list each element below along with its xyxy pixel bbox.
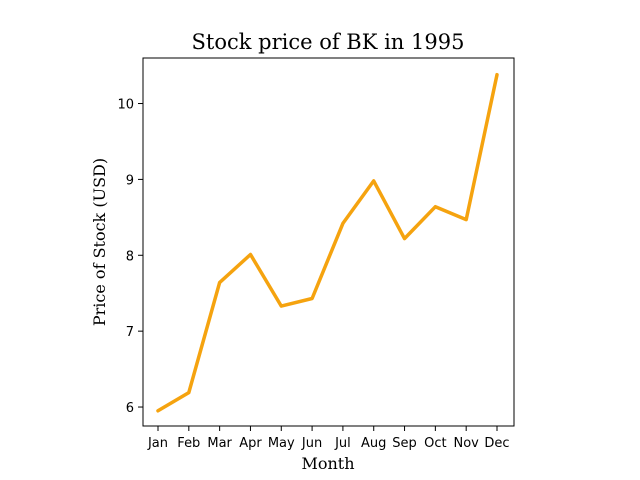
y-axis-label: Price of Stock (USD) bbox=[90, 158, 109, 326]
y-tick-label: 10 bbox=[117, 98, 134, 113]
x-axis: Jan Feb Mar Apr May Jun Jul Aug Sep Oct Nov Dec bbox=[147, 426, 510, 451]
x-tick-label: Oct bbox=[424, 436, 446, 451]
y-tick-label: 9 bbox=[126, 173, 134, 188]
x-tick-label: Feb bbox=[177, 436, 200, 451]
x-axis-label: Month bbox=[301, 454, 354, 473]
x-tick-label: Jan bbox=[147, 436, 168, 451]
x-tick-label: Sep bbox=[392, 436, 417, 451]
chart-title: Stock price of BK in 1995 bbox=[192, 30, 465, 54]
x-tick-label: Dec bbox=[484, 436, 509, 451]
plot-frame bbox=[142, 57, 515, 427]
series-group bbox=[156, 72, 499, 413]
y-tick-label: 8 bbox=[126, 249, 134, 264]
x-tick-label: Jun bbox=[301, 436, 322, 451]
y-tick-label: 7 bbox=[126, 325, 134, 340]
x-tick-label: May bbox=[268, 436, 295, 451]
y-tick-label: 6 bbox=[126, 401, 134, 416]
x-tick-label: Apr bbox=[239, 436, 262, 451]
x-tick-label: Aug bbox=[361, 436, 386, 451]
x-tick-label: Nov bbox=[453, 436, 479, 451]
x-tick-label: Mar bbox=[207, 436, 232, 451]
x-tick-label: Jul bbox=[334, 436, 351, 451]
y-axis: 6 7 8 9 10 bbox=[117, 98, 143, 416]
series-line bbox=[156, 72, 499, 413]
